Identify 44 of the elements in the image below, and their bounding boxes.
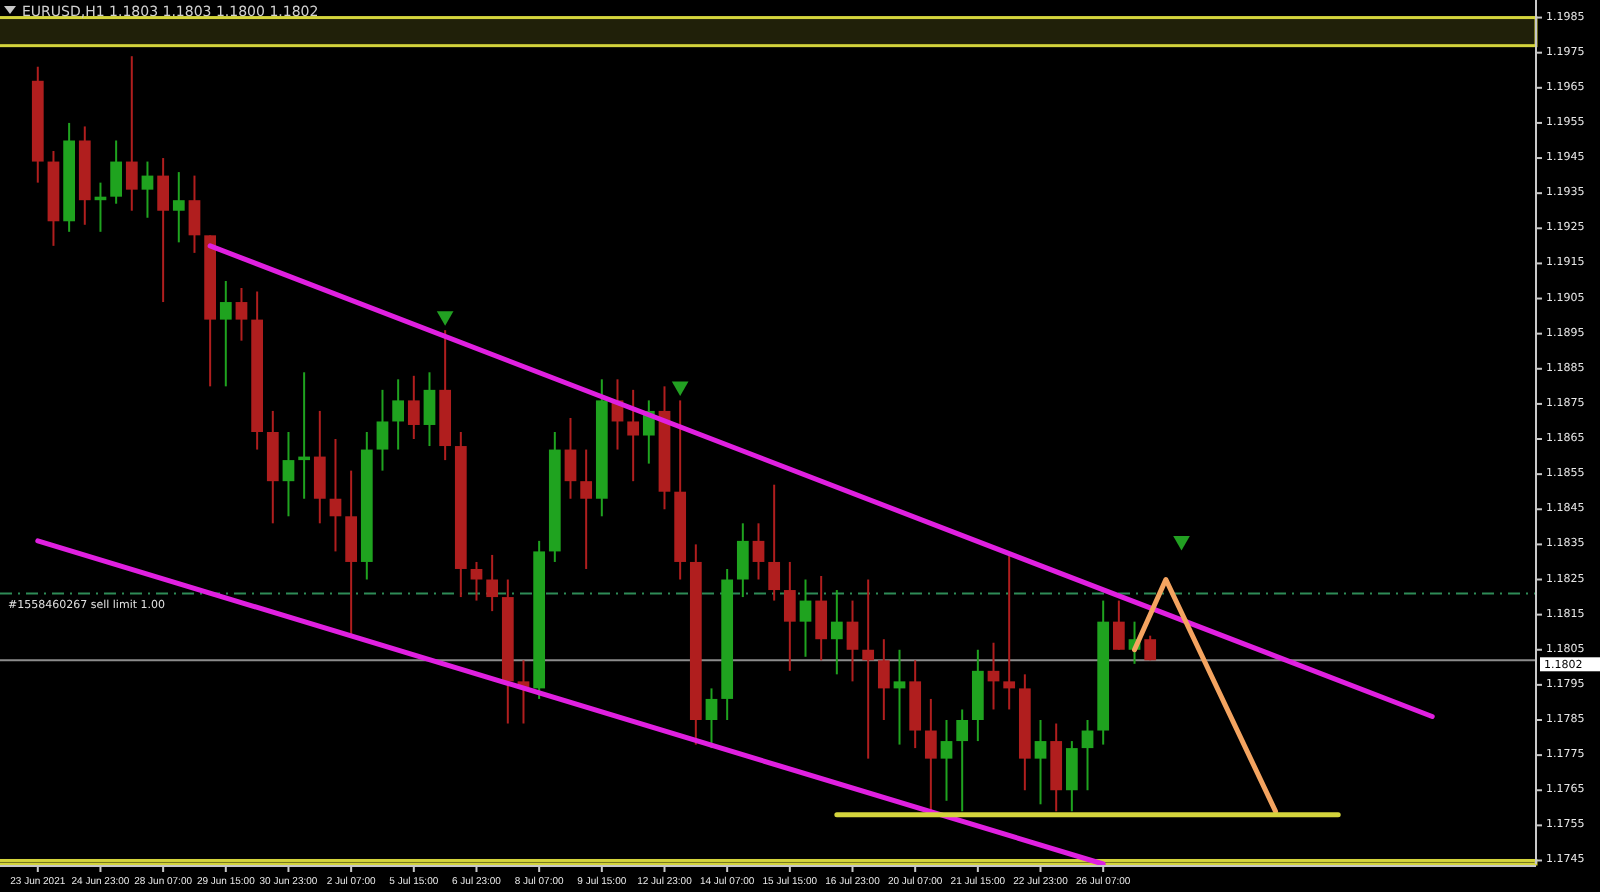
point — [436, 311, 454, 326]
candlestick — [768, 483, 781, 602]
candlestick — [877, 638, 890, 721]
candlestick — [110, 139, 123, 205]
candlestick — [940, 719, 953, 802]
candlestick — [235, 287, 248, 342]
candlestick — [313, 409, 326, 525]
candlestick — [564, 416, 577, 500]
candlestick — [862, 578, 875, 760]
point — [1173, 536, 1190, 551]
candlestick — [1034, 719, 1047, 806]
candlestick — [924, 697, 937, 813]
candlestick — [282, 431, 295, 518]
candlestick — [956, 708, 969, 813]
candlestick — [392, 378, 405, 451]
candlestick — [627, 388, 640, 483]
candlestick — [329, 438, 342, 553]
candlestick — [846, 599, 859, 683]
candlestick — [188, 174, 201, 254]
candlestick — [752, 522, 765, 581]
candlestick — [580, 448, 593, 570]
candlestick — [423, 371, 436, 448]
candlestick — [1081, 719, 1094, 792]
candlestick — [830, 589, 843, 676]
candlestick — [125, 55, 138, 212]
candlestick — [345, 469, 358, 637]
candlestick — [486, 553, 499, 613]
candlestick — [376, 388, 389, 472]
candlestick — [470, 560, 483, 602]
candlestick — [172, 171, 185, 244]
candlestick — [799, 578, 812, 658]
candlestick — [736, 522, 749, 599]
candlestick — [815, 575, 828, 662]
candlestick — [157, 157, 170, 304]
candlestick — [219, 279, 232, 388]
candlestick — [893, 648, 906, 746]
candlestick — [1003, 553, 1016, 711]
candlestick — [1112, 599, 1125, 651]
candlestick — [141, 160, 154, 219]
point — [671, 381, 689, 396]
candlestick — [1144, 634, 1157, 662]
candlestick — [1065, 740, 1078, 813]
candlestick — [407, 374, 420, 441]
candlestick — [783, 560, 796, 672]
